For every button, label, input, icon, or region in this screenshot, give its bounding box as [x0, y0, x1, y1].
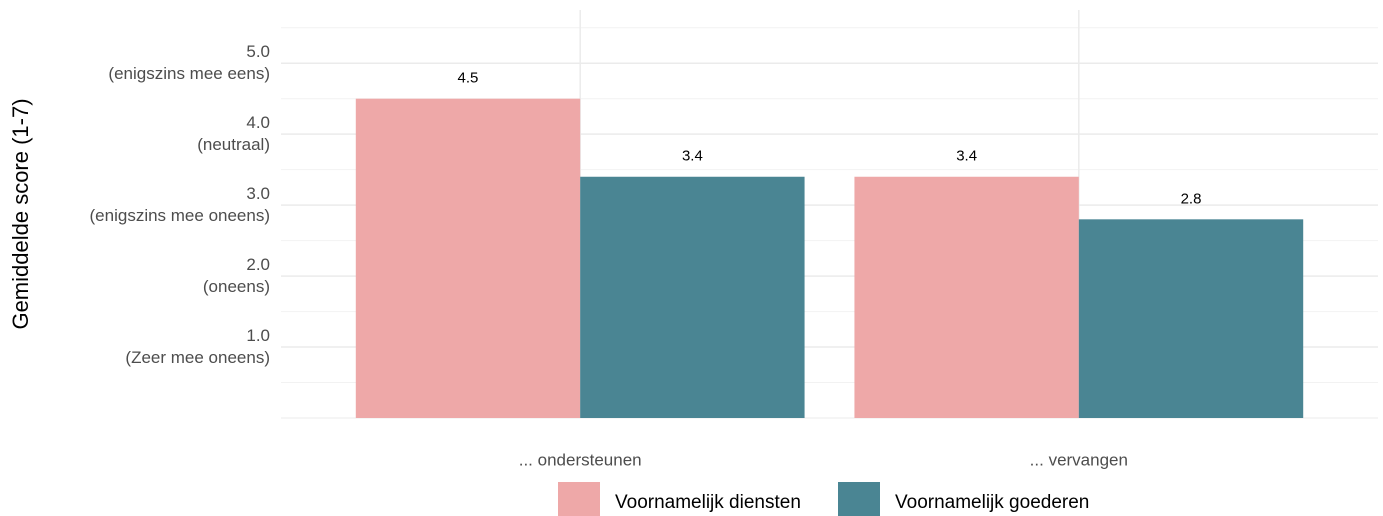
legend-key: [838, 482, 880, 516]
value-label: 2.8: [1181, 190, 1202, 207]
bar: [355, 98, 581, 419]
bar: [854, 176, 1079, 418]
legend-label: Voornamelijk goederen: [895, 492, 1089, 513]
value-label: 3.4: [956, 148, 977, 165]
legend-key: [558, 482, 600, 516]
bar: [1078, 219, 1304, 418]
y-tick-label: 2.0 (oneens): [202, 255, 270, 297]
x-tick-label: ... vervangen: [1030, 450, 1128, 469]
bar: [580, 176, 805, 418]
value-label: 3.4: [682, 148, 703, 165]
y-axis-title: Gemiddelde score (1-7): [8, 98, 33, 329]
y-tick-label: 1.0 (Zeer mee oneens): [125, 326, 270, 368]
value-label: 4.5: [458, 70, 479, 87]
y-tick-label: 5.0 (enigszins mee eens): [108, 42, 270, 84]
x-tick-label: ... ondersteunen: [519, 450, 642, 469]
y-tick-label: 3.0 (enigszins mee oneens): [89, 184, 270, 226]
legend-label: Voornamelijk diensten: [615, 492, 801, 513]
y-tick-label: 4.0 (neutraal): [197, 113, 270, 155]
